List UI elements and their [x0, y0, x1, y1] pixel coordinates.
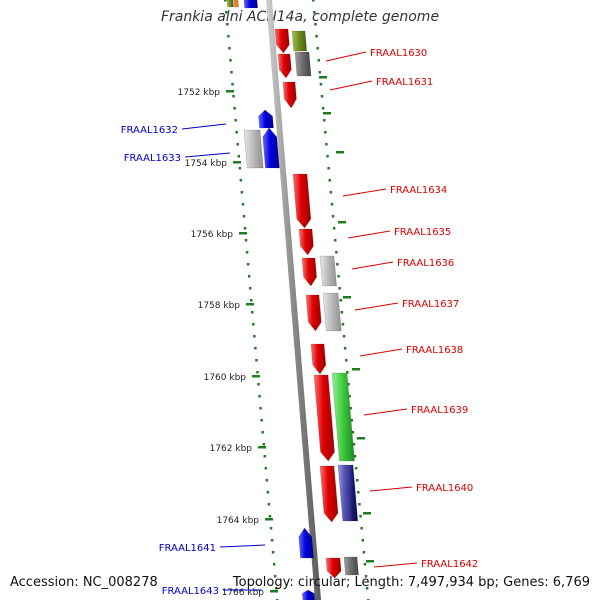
- feature-darkgrey-1631: [294, 51, 312, 77]
- ruler-tick-label: 1766 kbp: [222, 588, 265, 598]
- gene-label-fraal1636: FRAAL1636: [397, 258, 454, 269]
- accession-text: Accession: NC_008278: [10, 575, 158, 590]
- feature-olive-partial: [226, 0, 234, 8]
- map-title: Frankia alni ACN14a, complete genome: [160, 9, 440, 25]
- gene-arrow-fraal1635: [298, 228, 314, 256]
- ruler-dash: [338, 221, 346, 224]
- right-dotted-guide: [312, 0, 370, 600]
- feature-navy-1640: [346, 464, 359, 522]
- feature-grey-1637: [322, 292, 342, 332]
- leader-line: [363, 408, 408, 416]
- gene-label-fraal1634: FRAAL1634: [390, 185, 447, 196]
- ruler-tick-label: 1752 kbp: [178, 88, 221, 98]
- ruler-dash: [357, 437, 365, 440]
- gene-arrow-fraal1634: [292, 173, 312, 229]
- gene-arrow-fraal1636: [301, 257, 317, 287]
- leader-line: [342, 188, 387, 197]
- ruler-tick: [265, 518, 273, 521]
- gene-arrow-fraal1641: [298, 527, 314, 559]
- leader-line: [184, 152, 231, 158]
- gene-arrow-fraal1631a: [277, 53, 292, 79]
- feature-blue-partial: [243, 0, 259, 9]
- features-group: [226, 0, 359, 600]
- ruler-tick-label: 1760 kbp: [204, 373, 247, 383]
- gene-label-fraal1630: FRAAL1630: [370, 48, 427, 59]
- ruler-tick-label: 1758 kbp: [198, 301, 241, 311]
- dotted-guides: [224, 0, 374, 600]
- leader-line: [354, 302, 399, 311]
- feature-grey-1633: [243, 129, 264, 169]
- gene-arrow-fraal1639: [313, 374, 335, 462]
- gene-arrow-fraal1637: [305, 294, 322, 332]
- leader-line: [181, 123, 227, 130]
- gene-arrow-fraal1633: [262, 127, 280, 169]
- ruler-tick-label: 1762 kbp: [210, 444, 253, 454]
- ruler-tick-label: 1754 kbp: [185, 159, 228, 169]
- ruler-dash: [352, 368, 360, 371]
- gene-label-fraal1638: FRAAL1638: [406, 345, 463, 356]
- ruler-group: 1752 kbp 1754 kbp 1756 kbp 1758 kbp 1760 kbp…: [178, 88, 278, 598]
- ruler-tick: [226, 90, 234, 93]
- feature-orange-partial: [233, 0, 239, 8]
- leader-line: [325, 51, 367, 62]
- gene-label-fraal1631: FRAAL1631: [376, 77, 433, 88]
- backbone-group: [266, 0, 321, 600]
- gene-label-fraal1642: FRAAL1642: [421, 559, 478, 570]
- feature-darkgrey-1642: [343, 556, 359, 576]
- gene-arrow-fraal1642: [325, 557, 342, 579]
- left-dotted-guide: [224, 0, 279, 600]
- feature-olive-1630: [291, 30, 308, 52]
- gene-label-fraal1633: FRAAL1633: [124, 153, 181, 164]
- ruler-dash: [323, 112, 331, 115]
- gene-arrow-fraal1632: [258, 109, 274, 129]
- gene-arrow-fraal1638: [310, 343, 327, 375]
- ruler-dash: [336, 151, 344, 154]
- gene-arrow-fraal1643: [301, 589, 316, 600]
- ruler-tick: [233, 161, 241, 164]
- ruler-tick-label: 1756 kbp: [191, 230, 234, 240]
- leader-line: [359, 348, 403, 357]
- leader-line: [347, 230, 391, 239]
- ruler-tick: [258, 446, 266, 449]
- ruler-dash: [343, 296, 351, 299]
- gene-label-fraal1637: FRAAL1637: [402, 299, 459, 310]
- ruler-dash: [363, 512, 371, 515]
- ruler-dash: [319, 76, 327, 79]
- ruler-tick: [246, 303, 254, 306]
- topology-text: Topology: circular; Length: 7,497,934 bp…: [232, 575, 590, 590]
- ruler-tick: [252, 375, 260, 378]
- gene-label-fraal1643: FRAAL1643: [162, 586, 219, 597]
- gene-label-fraal1641: FRAAL1641: [159, 543, 216, 554]
- gene-arrow-fraal1631b: [282, 81, 297, 109]
- ruler-dash: [366, 560, 374, 563]
- feature-green-1639: [331, 372, 355, 462]
- ruler-tick: [270, 590, 278, 593]
- gene-label-fraal1635: FRAAL1635: [394, 227, 451, 238]
- gene-labels-group: FRAAL1630 FRAAL1631 FRAAL1634 FRAAL1635 FRAA…: [121, 48, 479, 597]
- gene-arrow-fraal1640: [319, 465, 339, 523]
- leader-line: [373, 562, 418, 568]
- leader-line: [219, 544, 266, 548]
- leader-line: [369, 486, 413, 492]
- leader-line: [329, 80, 373, 91]
- ruler-tick: [239, 232, 247, 235]
- gene-label-fraal1639: FRAAL1639: [411, 405, 468, 416]
- gene-arrow-fraal1630: [274, 28, 290, 54]
- ruler-tick-label: 1764 kbp: [217, 516, 260, 526]
- gene-label-fraal1640: FRAAL1640: [416, 483, 473, 494]
- gene-label-fraal1632: FRAAL1632: [121, 125, 178, 136]
- feature-grey-1636: [319, 255, 337, 287]
- leader-line: [351, 261, 394, 270]
- backbone-line: [266, 0, 321, 600]
